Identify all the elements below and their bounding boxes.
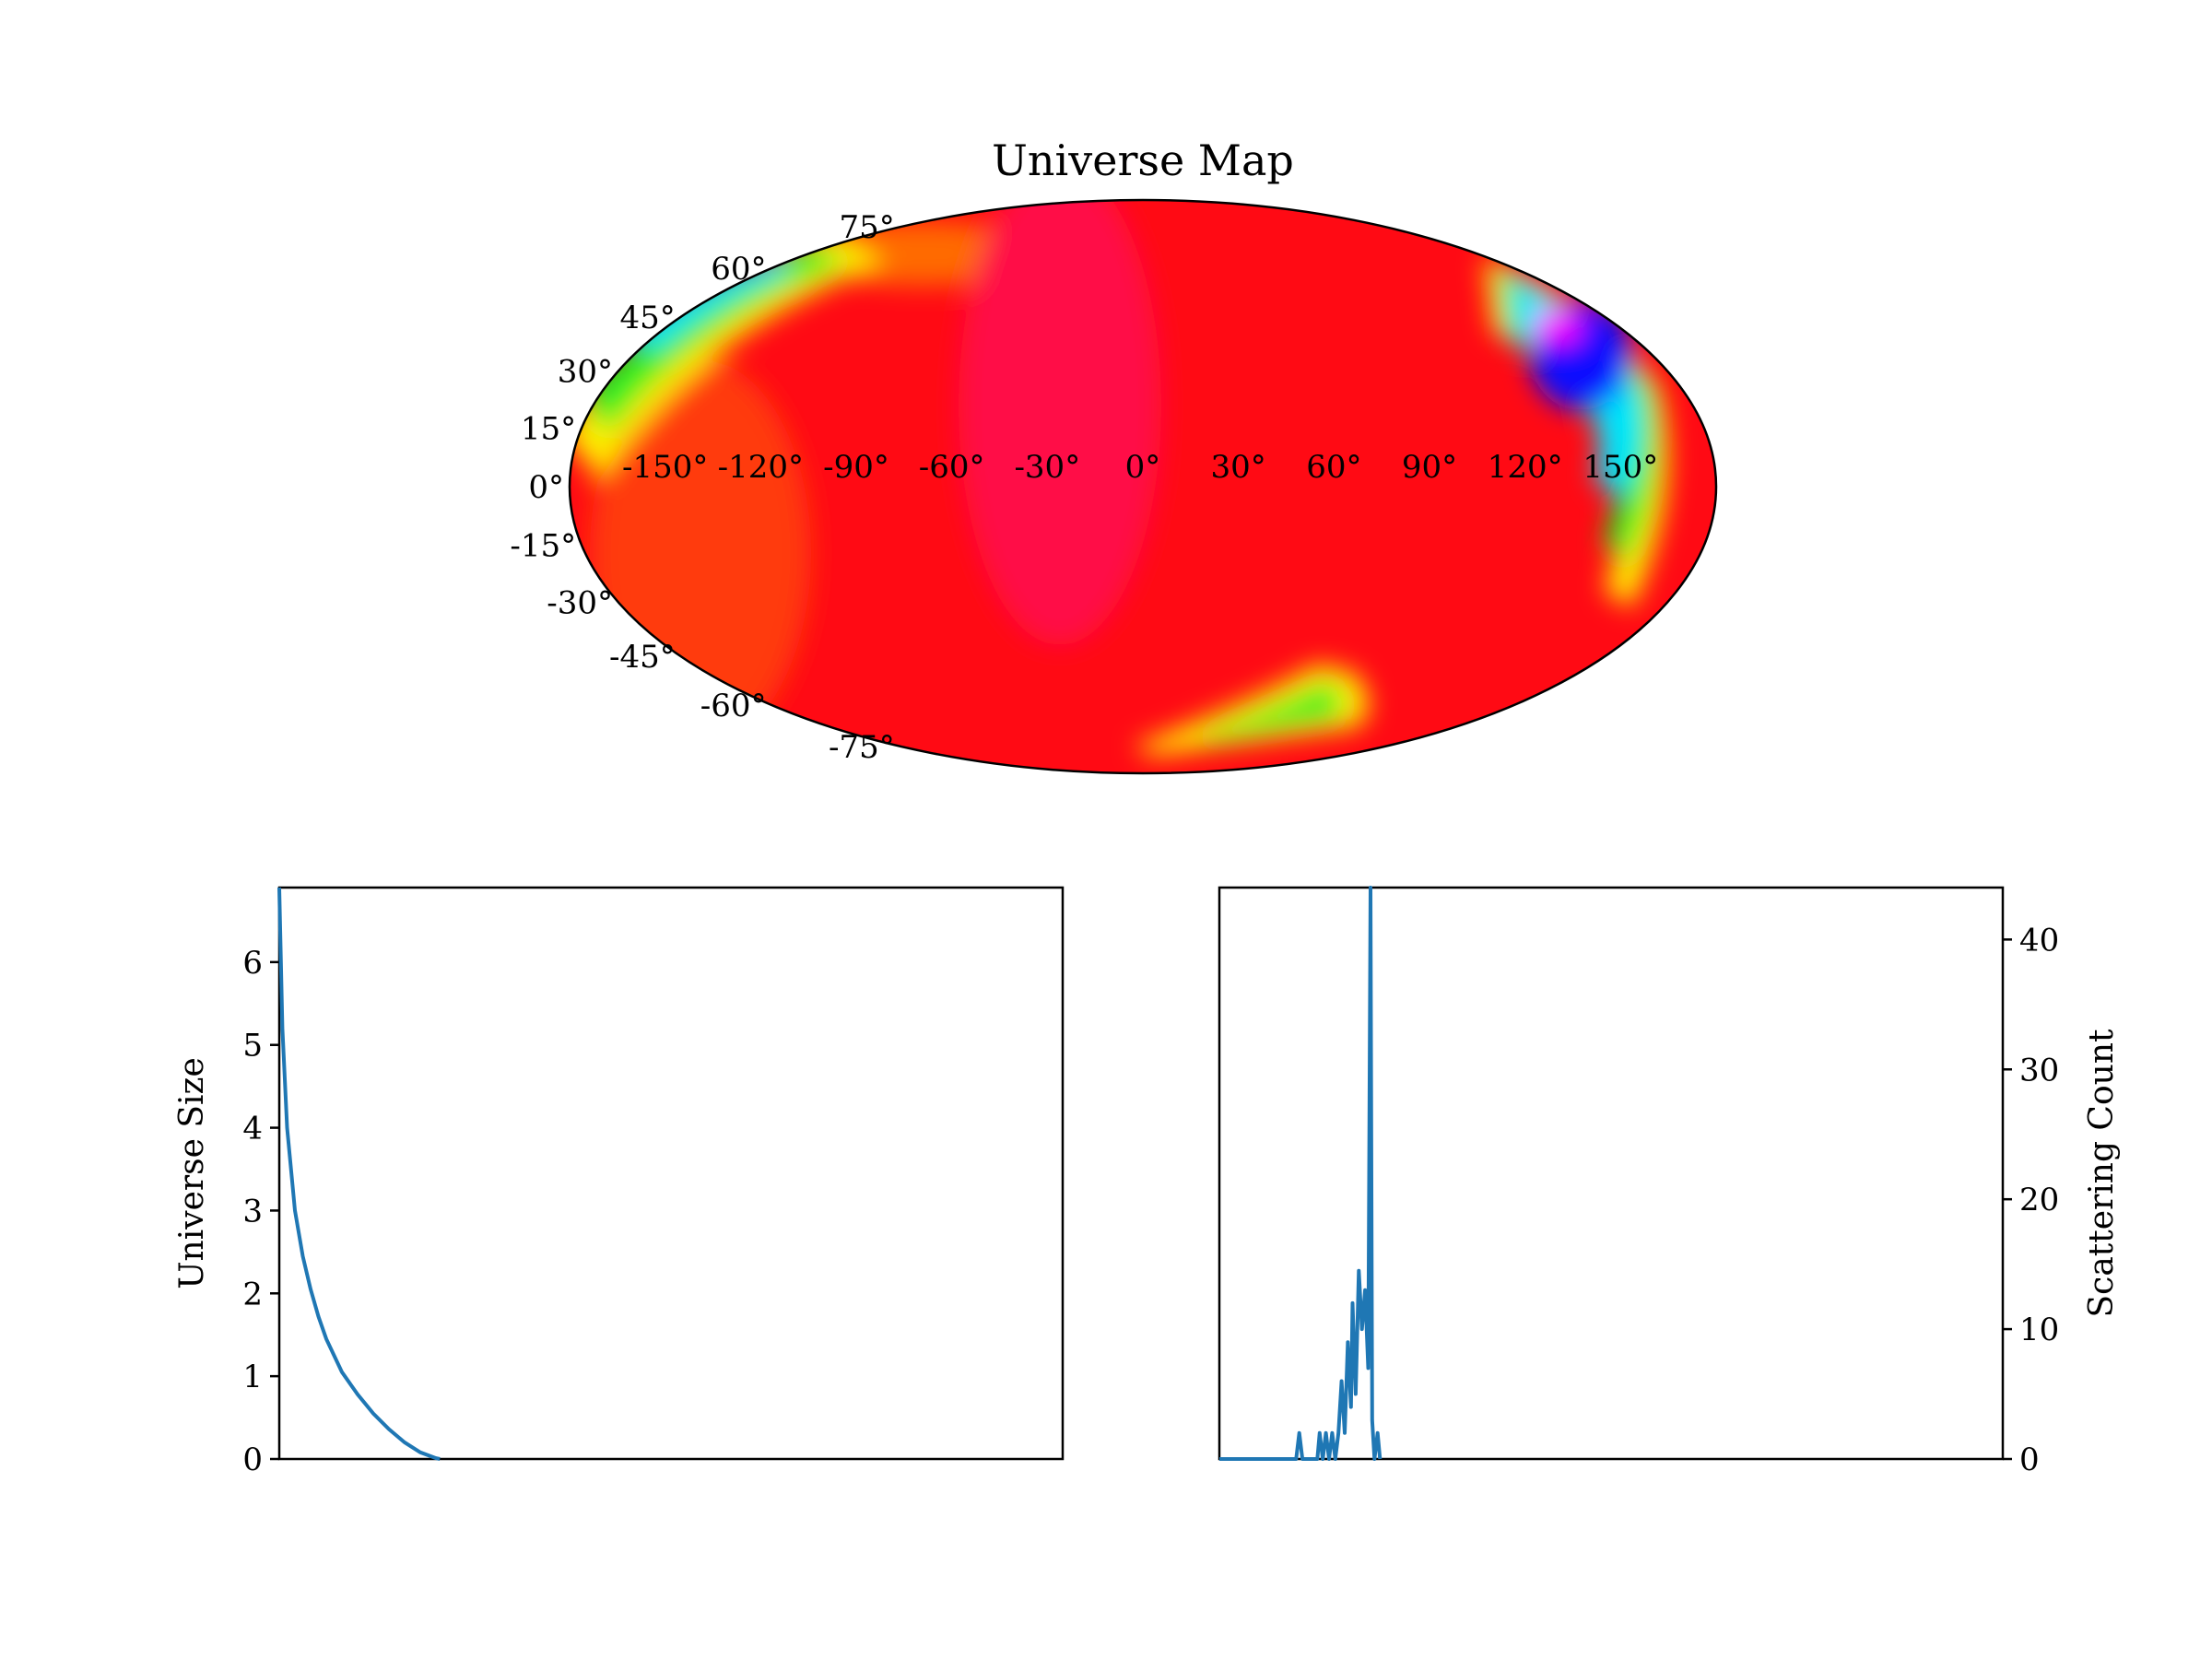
longitude-tick-label: 90° — [1402, 449, 1457, 486]
map-heat-field — [570, 200, 1716, 773]
longitude-tick-label: -90° — [823, 449, 889, 486]
latitude-tick-label: 30° — [558, 353, 613, 390]
y-tick-label: 0 — [2019, 1441, 2040, 1478]
latitude-tick-label: 75° — [840, 209, 895, 246]
y-tick-label: 4 — [242, 1111, 263, 1147]
latitude-tick-label: 15° — [521, 410, 576, 447]
map-boundary — [568, 198, 1718, 775]
y-tick-label: 0 — [242, 1441, 263, 1478]
longitude-tick-label: -150° — [622, 449, 708, 486]
longitude-tick-label: 0° — [1125, 449, 1161, 486]
longitude-tick-labels: -150° -120° -90° -60° -30° 0° 30° 60° 90° 120° 150… — [622, 449, 1658, 486]
y-tick-label: 10 — [2019, 1312, 2059, 1348]
y-tick-label: 5 — [242, 1028, 263, 1065]
scattering-count-series-line — [1219, 886, 1382, 1461]
latitude-tick-label: 60° — [711, 251, 766, 288]
longitude-tick-label: -120° — [718, 449, 804, 486]
right-y-ticks: 0 10 20 30 40 — [2003, 922, 2059, 1478]
left-y-axis-label: Universe Size — [173, 1057, 211, 1289]
map-left-arc-green — [581, 244, 848, 433]
map-bottom-yellow — [1134, 664, 1369, 756]
y-tick-label: 3 — [242, 1193, 263, 1230]
longitude-tick-label: -60° — [919, 449, 985, 486]
longitude-tick-label: 30° — [1211, 449, 1266, 486]
map-left-arc-yellow — [570, 230, 885, 479]
latitude-tick-label: -60° — [700, 688, 767, 724]
left-axes-frame — [277, 886, 1065, 1461]
left-y-ticks: 0 1 2 3 4 5 6 — [242, 945, 279, 1478]
latitude-tick-label: 0° — [528, 469, 564, 506]
longitude-tick-label: -30° — [1014, 449, 1080, 486]
longitude-tick-label: 60° — [1306, 449, 1361, 486]
longitude-tick-label: 150° — [1583, 449, 1658, 486]
map-title: Universe Map — [992, 135, 1294, 185]
universe-size-chart: 0 1 2 3 4 5 6 Universe Size — [173, 886, 1065, 1478]
longitude-tick-label: 120° — [1488, 449, 1563, 486]
y-tick-label: 20 — [2019, 1182, 2059, 1218]
y-tick-label: 1 — [242, 1359, 263, 1395]
map-pink-patch — [959, 200, 1161, 645]
scattering-count-chart: 0 10 20 30 40 Scattering Count — [1218, 886, 2121, 1478]
universe-size-series-line — [277, 887, 441, 1461]
right-y-axis-label: Scattering Count — [2083, 1029, 2121, 1318]
y-tick-label: 6 — [242, 945, 263, 982]
latitude-tick-label: -15° — [510, 528, 576, 565]
map-right-magenta — [1534, 311, 1582, 344]
latitude-tick-label: 45° — [619, 300, 675, 336]
latitude-tick-labels: 75° 60° 45°30° 15° 0° -15° -30° -45° -60° -75° — [510, 209, 894, 766]
right-axes-frame — [1218, 886, 2005, 1461]
universe-map: Universe Map — [510, 135, 1718, 775]
y-tick-label: 30 — [2019, 1052, 2059, 1088]
y-tick-label: 2 — [242, 1276, 263, 1312]
latitude-tick-label: -30° — [547, 585, 613, 622]
map-bottom-green — [1198, 682, 1342, 742]
y-tick-label: 40 — [2019, 922, 2059, 959]
latitude-tick-label: -75° — [829, 729, 895, 766]
latitude-tick-label: -45° — [609, 639, 676, 676]
